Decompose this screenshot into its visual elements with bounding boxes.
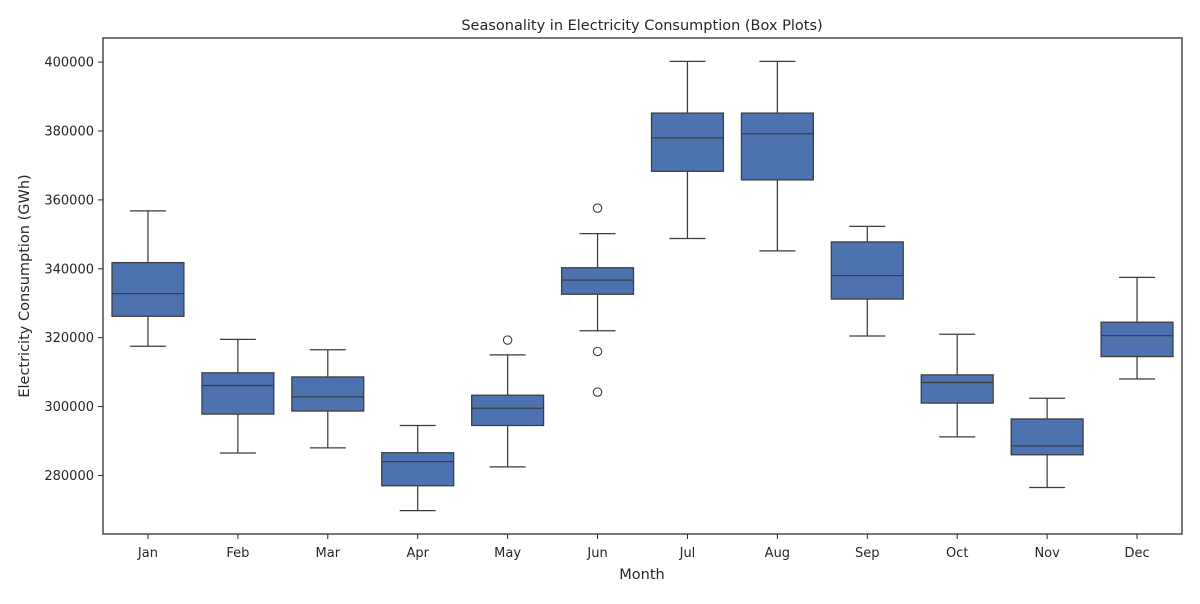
iqr-box <box>740 112 814 181</box>
box-apr <box>381 424 455 512</box>
iqr-box <box>381 452 455 487</box>
box-may <box>471 335 545 468</box>
box-aug <box>740 60 814 252</box>
y-axis-label: Electricity Consumption (GWh) <box>17 174 33 397</box>
y-tick-label: 280000 <box>44 469 94 484</box>
iqr-box <box>291 376 365 412</box>
outlier-point <box>592 387 603 397</box>
box-jul <box>650 60 725 240</box>
x-tick-label: Jul <box>679 546 696 561</box>
box-mar <box>291 349 365 449</box>
y-axis: 280000 300000 320000 340000 360000 380000 4000… <box>44 56 103 484</box>
x-tick-label: Oct <box>946 546 968 561</box>
x-tick-label: Feb <box>226 546 249 561</box>
x-tick-label: Mar <box>316 546 341 561</box>
x-tick-label: Jun <box>586 546 607 561</box>
outlier-point <box>502 335 513 345</box>
x-axis-label: Month <box>619 567 664 583</box>
x-tick-label: Dec <box>1124 546 1149 561</box>
box-jun <box>560 203 635 397</box>
y-tick-label: 380000 <box>44 125 94 140</box>
box-nov <box>1010 397 1084 489</box>
plot-area <box>111 60 1174 512</box>
y-tick-label: 340000 <box>44 262 94 277</box>
y-tick-label: 320000 <box>44 331 94 346</box>
iqr-box <box>471 394 545 427</box>
x-tick-label: Jan <box>137 546 158 561</box>
box-feb <box>201 338 275 454</box>
outlier-point <box>592 203 603 213</box>
y-tick-label: 360000 <box>44 193 94 208</box>
x-tick-label: May <box>494 546 521 561</box>
box-oct <box>920 333 994 438</box>
box-sep <box>830 225 904 337</box>
x-tick-label: Nov <box>1034 546 1060 561</box>
x-tick-label: Aug <box>765 546 790 561</box>
y-tick-label: 400000 <box>44 56 94 71</box>
iqr-box <box>560 267 635 295</box>
box-jan <box>111 210 185 347</box>
iqr-box <box>201 372 275 415</box>
box-dec <box>1100 276 1174 380</box>
iqr-box <box>830 241 904 300</box>
outlier-point <box>592 346 603 357</box>
x-axis: Jan Feb Mar Apr May Jun Jul Aug Sep Oct Nov Dec <box>137 534 1150 561</box>
chart-title: Seasonality in Electricity Consumption (… <box>461 18 822 34</box>
x-tick-label: Sep <box>855 546 880 561</box>
iqr-box <box>1010 418 1084 456</box>
plot-frame <box>102 37 1183 535</box>
x-tick-label: Apr <box>406 546 429 561</box>
iqr-box <box>111 261 185 317</box>
iqr-box <box>1100 321 1174 358</box>
iqr-box <box>650 112 725 172</box>
iqr-box <box>920 374 994 404</box>
y-tick-label: 300000 <box>44 400 94 415</box>
